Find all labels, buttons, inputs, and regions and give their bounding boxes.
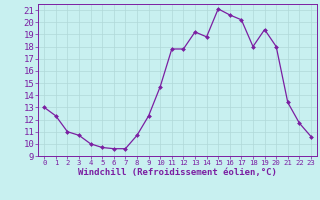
X-axis label: Windchill (Refroidissement éolien,°C): Windchill (Refroidissement éolien,°C) xyxy=(78,168,277,177)
